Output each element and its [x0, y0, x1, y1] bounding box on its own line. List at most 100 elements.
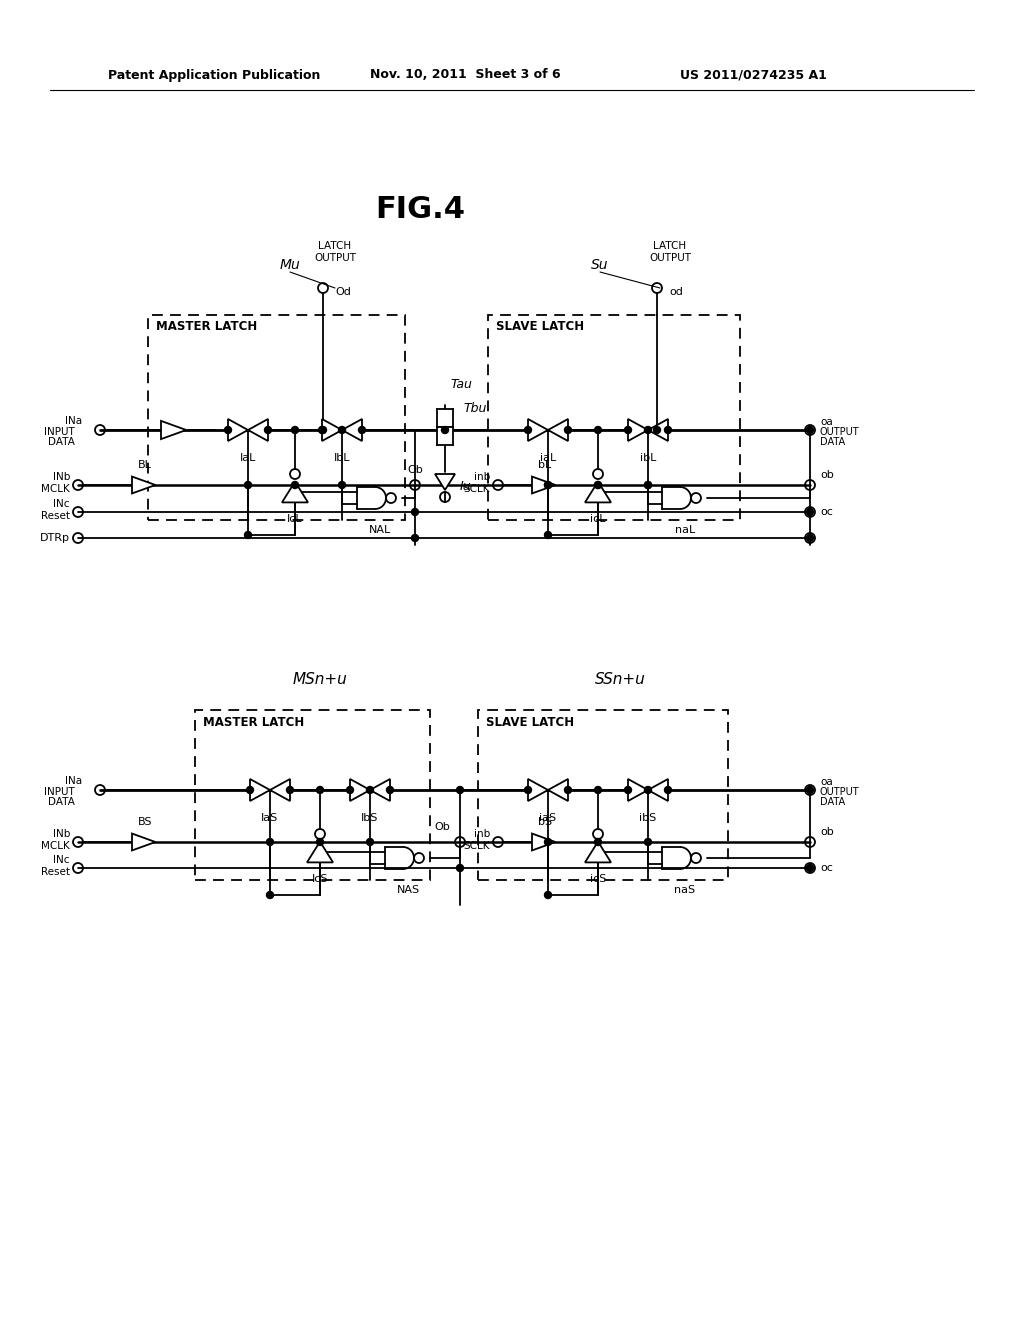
Circle shape [292, 482, 299, 488]
Text: INPUT: INPUT [44, 426, 75, 437]
Circle shape [266, 891, 273, 899]
Polygon shape [648, 418, 668, 441]
Circle shape [644, 482, 651, 488]
Polygon shape [532, 833, 555, 850]
Text: LATCH
OUTPUT: LATCH OUTPUT [649, 242, 691, 263]
Circle shape [245, 532, 252, 539]
Circle shape [316, 838, 324, 846]
Bar [437, 426, 453, 445]
Text: INa: INa [65, 776, 82, 785]
Text: INc: INc [53, 499, 70, 510]
Circle shape [412, 535, 419, 541]
Circle shape [247, 787, 254, 793]
Circle shape [595, 426, 601, 433]
Text: Tbu: Tbu [463, 401, 486, 414]
Text: Reset: Reset [41, 511, 70, 521]
Circle shape [595, 482, 601, 488]
Polygon shape [228, 418, 248, 441]
Text: US 2011/0274235 A1: US 2011/0274235 A1 [680, 69, 826, 82]
Text: SCLK: SCLK [464, 841, 490, 851]
Text: DATA: DATA [48, 797, 75, 807]
Text: SLAVE LATCH: SLAVE LATCH [486, 715, 574, 729]
Text: Tau: Tau [450, 379, 472, 392]
Text: IbS: IbS [361, 813, 379, 822]
Circle shape [665, 787, 672, 793]
Polygon shape [435, 474, 455, 490]
Text: INb: INb [52, 473, 70, 482]
Circle shape [807, 865, 813, 871]
Circle shape [386, 787, 393, 793]
Circle shape [545, 891, 552, 899]
Text: Iu: Iu [460, 480, 472, 494]
Polygon shape [250, 779, 270, 801]
Circle shape [595, 838, 601, 846]
Text: DATA: DATA [820, 437, 845, 447]
Polygon shape [132, 833, 156, 850]
Circle shape [807, 426, 813, 433]
Circle shape [545, 482, 552, 488]
Text: inb: inb [474, 829, 490, 840]
Text: ob: ob [820, 470, 834, 480]
Circle shape [625, 426, 632, 433]
Polygon shape [528, 418, 548, 441]
Circle shape [318, 426, 326, 433]
Polygon shape [248, 418, 268, 441]
Bar [488, 315, 740, 520]
Circle shape [457, 787, 464, 793]
Text: DTRp: DTRp [40, 533, 70, 543]
Circle shape [595, 787, 601, 793]
Text: Mu: Mu [280, 257, 300, 272]
Text: Nov. 10, 2011  Sheet 3 of 6: Nov. 10, 2011 Sheet 3 of 6 [370, 69, 560, 82]
Text: Su: Su [591, 257, 608, 272]
Circle shape [367, 787, 374, 793]
Text: OUTPUT: OUTPUT [820, 787, 859, 797]
Text: DATA: DATA [48, 437, 75, 447]
Circle shape [644, 787, 651, 793]
Text: bS: bS [538, 817, 552, 828]
Text: BL: BL [138, 459, 152, 470]
Circle shape [367, 838, 374, 846]
Polygon shape [528, 779, 548, 801]
Circle shape [245, 482, 252, 488]
Circle shape [224, 426, 231, 433]
Text: inb: inb [474, 473, 490, 482]
Circle shape [564, 787, 571, 793]
Circle shape [653, 426, 660, 433]
Circle shape [524, 787, 531, 793]
Circle shape [316, 787, 324, 793]
Polygon shape [548, 418, 568, 441]
Polygon shape [342, 418, 362, 441]
Polygon shape [585, 482, 611, 503]
Text: LATCH
OUTPUT: LATCH OUTPUT [314, 242, 356, 263]
Circle shape [264, 426, 271, 433]
Polygon shape [532, 477, 555, 494]
Text: oc: oc [820, 507, 833, 517]
Circle shape [665, 426, 672, 433]
Text: MCLK: MCLK [41, 841, 70, 851]
Text: IcS: IcS [311, 874, 329, 884]
Text: icL: icL [590, 513, 606, 524]
Polygon shape [132, 477, 156, 494]
Text: IcL: IcL [287, 513, 303, 524]
Polygon shape [585, 842, 611, 862]
Text: oa: oa [820, 777, 833, 787]
Text: MSn+u: MSn+u [293, 672, 347, 688]
Text: INc: INc [53, 855, 70, 865]
Polygon shape [548, 779, 568, 801]
Text: icS: icS [590, 874, 606, 884]
Text: IbL: IbL [334, 453, 350, 463]
Circle shape [625, 787, 632, 793]
Text: ob: ob [820, 828, 834, 837]
Circle shape [346, 787, 353, 793]
Text: oa: oa [820, 417, 833, 426]
Circle shape [545, 532, 552, 539]
Text: MASTER LATCH: MASTER LATCH [203, 715, 304, 729]
Text: Ob: Ob [434, 822, 450, 832]
Text: od: od [669, 286, 683, 297]
Polygon shape [370, 779, 390, 801]
Circle shape [807, 535, 813, 541]
Text: MCLK: MCLK [41, 484, 70, 494]
Circle shape [807, 787, 813, 793]
Circle shape [644, 482, 651, 488]
Circle shape [807, 508, 813, 516]
